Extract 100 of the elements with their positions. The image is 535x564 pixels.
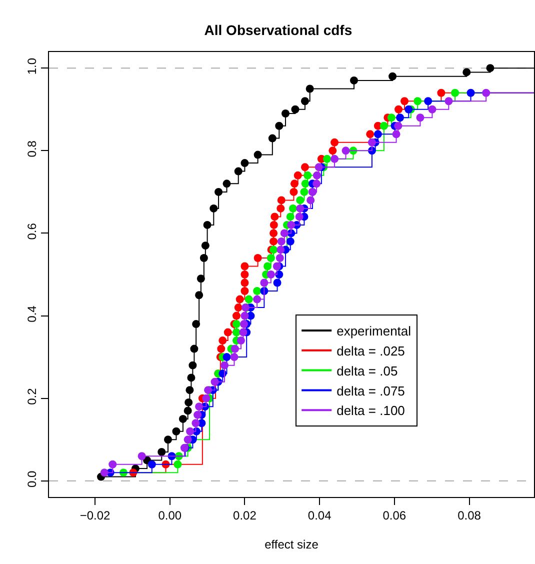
- point: [236, 336, 245, 345]
- point: [266, 270, 275, 278]
- point: [291, 105, 300, 114]
- point: [350, 76, 358, 84]
- y-tick-label: 0.0: [25, 470, 40, 488]
- point: [272, 262, 281, 270]
- point: [174, 460, 182, 468]
- point: [196, 274, 205, 283]
- point: [270, 246, 278, 254]
- point: [280, 229, 288, 238]
- point: [222, 180, 231, 188]
- point: [289, 204, 297, 212]
- y-tick-label: 0.4: [25, 305, 40, 322]
- point: [195, 402, 204, 411]
- point: [306, 84, 314, 93]
- point: [328, 146, 337, 155]
- point: [290, 188, 298, 196]
- point: [230, 344, 239, 353]
- point: [192, 320, 200, 328]
- legend-label: delta = .075: [336, 383, 405, 398]
- point: [194, 410, 202, 419]
- point: [234, 167, 242, 176]
- point: [217, 344, 226, 353]
- point: [218, 336, 227, 345]
- x-axis-title: effect size: [264, 537, 319, 552]
- point: [275, 122, 284, 130]
- point: [295, 212, 304, 221]
- y-tick-label: 1.0: [25, 58, 40, 75]
- point: [239, 328, 248, 336]
- point: [236, 295, 244, 304]
- point: [380, 122, 388, 130]
- point: [482, 88, 490, 97]
- point: [314, 163, 323, 172]
- point: [276, 254, 284, 262]
- point: [184, 406, 192, 415]
- point: [300, 97, 309, 106]
- point: [178, 414, 187, 423]
- point: [290, 180, 298, 188]
- point: [330, 154, 339, 163]
- point: [323, 154, 332, 163]
- point: [232, 312, 240, 320]
- point: [268, 134, 276, 142]
- point: [210, 204, 218, 212]
- x-tick-label: −0.02: [80, 508, 111, 522]
- point: [330, 138, 339, 146]
- point: [184, 398, 193, 406]
- point: [304, 171, 312, 180]
- point: [240, 287, 249, 296]
- chart-title: All Observational cdfs: [204, 22, 352, 38]
- point: [287, 220, 296, 229]
- point: [195, 291, 204, 300]
- point: [220, 361, 229, 370]
- y-tick-label: 0.8: [25, 140, 40, 158]
- point: [400, 97, 409, 106]
- point: [312, 180, 321, 188]
- point: [270, 220, 278, 229]
- point: [203, 220, 212, 229]
- point: [164, 436, 172, 444]
- point: [394, 122, 402, 130]
- point: [286, 212, 294, 221]
- point: [286, 237, 294, 246]
- x-tick-label: 0.02: [233, 508, 257, 522]
- legend-label: delta = .100: [336, 403, 405, 418]
- point: [264, 262, 272, 270]
- point: [437, 88, 446, 97]
- point: [186, 427, 194, 436]
- point: [200, 254, 208, 262]
- point: [374, 130, 382, 138]
- point: [416, 114, 424, 122]
- point: [300, 163, 309, 172]
- point: [240, 312, 249, 320]
- point: [270, 237, 278, 246]
- point: [277, 196, 286, 204]
- point: [266, 254, 275, 262]
- point: [100, 468, 108, 477]
- legend-label: delta = .05: [336, 363, 398, 378]
- point: [396, 114, 404, 122]
- point: [202, 394, 210, 402]
- point: [240, 270, 249, 278]
- point: [253, 287, 262, 296]
- point: [366, 130, 374, 138]
- point: [282, 110, 290, 118]
- point: [192, 419, 200, 428]
- point: [294, 171, 302, 180]
- point: [230, 353, 238, 362]
- point: [462, 68, 471, 76]
- point: [270, 229, 278, 238]
- point: [244, 295, 253, 304]
- point: [273, 278, 282, 287]
- legend-label: delta = .025: [336, 343, 405, 358]
- point: [260, 278, 268, 287]
- point: [312, 171, 321, 180]
- point: [234, 304, 242, 312]
- point: [300, 188, 308, 196]
- point: [187, 374, 196, 382]
- x-tick-label: 0.06: [382, 508, 406, 522]
- x-tick-label: 0.04: [308, 508, 332, 522]
- point: [301, 180, 310, 188]
- point: [172, 427, 180, 436]
- legend-label: experimental: [336, 324, 412, 339]
